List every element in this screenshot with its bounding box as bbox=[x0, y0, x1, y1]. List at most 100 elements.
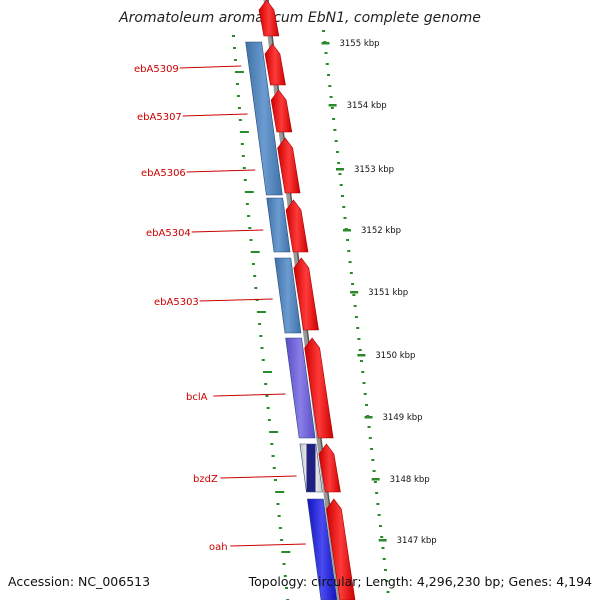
inner-tick bbox=[248, 227, 252, 229]
kbp-major-tick bbox=[350, 291, 359, 294]
scale-tick bbox=[354, 316, 358, 318]
scale-tick bbox=[325, 63, 329, 65]
scale-tick bbox=[358, 349, 362, 351]
inner-tick bbox=[276, 503, 280, 505]
inner-tick bbox=[253, 275, 257, 277]
inner-tick bbox=[237, 107, 241, 109]
labels-layer: 3155 kbp 3154 kbp 3153 kbp 3152 kbp 3151 kbp… bbox=[134, 39, 437, 553]
scale-tick bbox=[368, 437, 372, 439]
kbp-label: 3155 kbp bbox=[339, 39, 379, 49]
kbp-major-tick bbox=[343, 229, 351, 232]
inner-tick bbox=[243, 179, 247, 181]
inner-tick bbox=[235, 83, 239, 85]
kbp-major-tick bbox=[371, 478, 380, 481]
reverse-gene-box bbox=[299, 443, 323, 493]
scale-tick bbox=[335, 151, 339, 153]
inner-tick bbox=[283, 575, 287, 577]
reverse-gene-box bbox=[285, 337, 316, 439]
gene-leader-line bbox=[230, 543, 306, 547]
inner-tick bbox=[277, 515, 281, 517]
gene-label-ebA5303: ebA5303 bbox=[154, 297, 199, 308]
forward-gene-arrow bbox=[264, 43, 286, 86]
scale-tick bbox=[356, 327, 360, 329]
scale-tick bbox=[328, 85, 332, 87]
inner-tick bbox=[266, 407, 270, 409]
scale-tick bbox=[346, 239, 350, 241]
scale-tick bbox=[377, 514, 381, 516]
inner-tick bbox=[272, 467, 276, 469]
scale-tick bbox=[349, 272, 353, 274]
scale-tick bbox=[337, 162, 341, 164]
inner-tick bbox=[241, 155, 245, 157]
inner-tick bbox=[282, 563, 286, 565]
gene-label-ebA5307: ebA5307 bbox=[137, 112, 182, 123]
inner-tick bbox=[262, 371, 272, 373]
gene-leader-line bbox=[191, 229, 264, 233]
forward-gene-arrow bbox=[326, 498, 356, 600]
forward-gene-arrow bbox=[285, 199, 309, 253]
gene-label-bzdZ: bzdZ bbox=[193, 474, 218, 485]
gene-label-ebA5304: ebA5304 bbox=[146, 228, 191, 239]
topology-summary: Topology: circular; Length: 4,296,230 bp… bbox=[248, 574, 592, 589]
reverse-gene-box bbox=[266, 197, 291, 253]
forward-gene-arrow bbox=[277, 137, 301, 194]
scale-tick bbox=[357, 338, 361, 340]
kbp-label: 3152 kbp bbox=[361, 226, 401, 236]
scale-tick bbox=[385, 580, 389, 582]
gene-label-bclA: bclA bbox=[186, 392, 208, 403]
gene-leader-line bbox=[182, 113, 248, 117]
inner-tick bbox=[247, 215, 251, 217]
inner-tick bbox=[239, 131, 249, 133]
scale-tick bbox=[334, 140, 338, 142]
kbp-major-tick bbox=[328, 104, 337, 107]
inner-tick bbox=[267, 419, 271, 421]
reverse-gene-box bbox=[307, 498, 338, 600]
scale-tick bbox=[383, 569, 387, 571]
kbp-label: 3147 kbp bbox=[397, 536, 437, 546]
scale-tick bbox=[352, 294, 356, 296]
gene-label-oah: oah bbox=[209, 542, 228, 553]
scale-tick bbox=[370, 448, 374, 450]
inner-tick bbox=[255, 299, 259, 301]
inner-tick bbox=[244, 191, 254, 193]
inner-tick bbox=[256, 311, 266, 313]
scale-tick bbox=[330, 107, 334, 109]
inner-tick bbox=[280, 539, 284, 541]
scale-tick bbox=[382, 558, 386, 560]
scale-tick bbox=[322, 30, 325, 32]
inner-tick bbox=[264, 383, 268, 385]
kbp-label: 3150 kbp bbox=[375, 351, 415, 361]
kbp-label: 3154 kbp bbox=[347, 101, 387, 111]
inner-tick bbox=[251, 263, 255, 265]
map-title: Aromatoleum aromaticum EbN1, complete ge… bbox=[119, 10, 481, 26]
kbp-major-tick bbox=[335, 168, 344, 171]
forward-gene-arrow bbox=[270, 89, 293, 133]
inner-tick bbox=[250, 251, 260, 253]
scale-tick bbox=[338, 173, 342, 175]
scale-tick bbox=[343, 217, 347, 219]
kbp-label: 3149 kbp bbox=[383, 413, 423, 423]
gene-leader-line bbox=[220, 475, 297, 479]
scale-tick bbox=[324, 52, 328, 54]
scale-tick bbox=[339, 184, 343, 186]
inner-tick bbox=[278, 527, 282, 529]
scale-tick bbox=[333, 129, 337, 131]
kbp-label: 3151 kbp bbox=[368, 288, 408, 298]
inner-tick bbox=[281, 551, 291, 553]
inner-tick bbox=[273, 479, 277, 481]
kbp-label: 3148 kbp bbox=[390, 475, 430, 485]
inner-tick bbox=[245, 203, 249, 205]
kbp-major-tick bbox=[378, 539, 387, 542]
inner-tick bbox=[269, 431, 279, 433]
inner-tick bbox=[271, 455, 275, 457]
scale-tick bbox=[363, 393, 367, 395]
scale-tick bbox=[376, 503, 380, 505]
gene-label-ebA5309: ebA5309 bbox=[134, 64, 179, 75]
inner-tick bbox=[242, 167, 246, 169]
scale-tick bbox=[348, 261, 352, 263]
scale-tick bbox=[380, 536, 384, 538]
forward-gene-arrow bbox=[318, 443, 341, 493]
inner-tick bbox=[232, 35, 235, 37]
scale-tick bbox=[342, 206, 346, 208]
scale-tick bbox=[332, 118, 336, 120]
